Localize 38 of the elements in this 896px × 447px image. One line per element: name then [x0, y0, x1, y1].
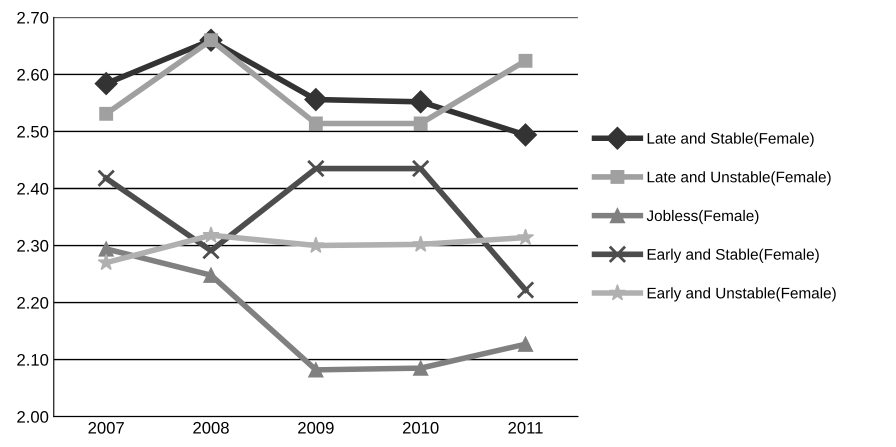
point [308, 362, 324, 378]
point [308, 116, 323, 130]
y-tick-label: 2.20 [17, 296, 48, 309]
legend-label: Early and Stable(Female) [648, 248, 819, 263]
legend-label: Late and Stable(Female) [648, 132, 814, 147]
point [516, 228, 534, 245]
point [413, 360, 428, 376]
point [518, 54, 532, 68]
y-tick-label: 2.00 [17, 411, 48, 423]
point [412, 160, 430, 178]
x-tick-label: 2011 [508, 422, 543, 434]
x-tick-label: 2007 [88, 422, 124, 434]
y-tick-label: 2.50 [17, 126, 48, 138]
x-tick-label: 2008 [193, 422, 229, 434]
x-tick-label: 2010 [402, 422, 439, 434]
point [97, 169, 116, 188]
point [98, 241, 114, 257]
point [306, 160, 325, 178]
y-tick-label: 2.40 [17, 182, 48, 195]
y-tick-label: 2.30 [17, 240, 48, 252]
point [414, 116, 428, 130]
point [516, 280, 535, 300]
x-tick-label: 2009 [298, 422, 334, 434]
y-tick-label: 2.70 [17, 12, 48, 24]
point [99, 106, 114, 121]
y-tick-label: 2.10 [17, 354, 48, 366]
point [202, 226, 220, 243]
legend-label: Early and Unstable(Female) [648, 287, 836, 302]
legend-label: Jobless(Female) [646, 210, 758, 224]
point [202, 242, 220, 260]
legend-label: Late and Unstable(Female) [648, 171, 831, 186]
point [409, 90, 432, 114]
point [307, 236, 324, 253]
point [412, 235, 430, 252]
point [94, 72, 118, 96]
point [518, 336, 534, 352]
y-tick-label: 2.60 [17, 68, 48, 81]
point [514, 123, 537, 146]
